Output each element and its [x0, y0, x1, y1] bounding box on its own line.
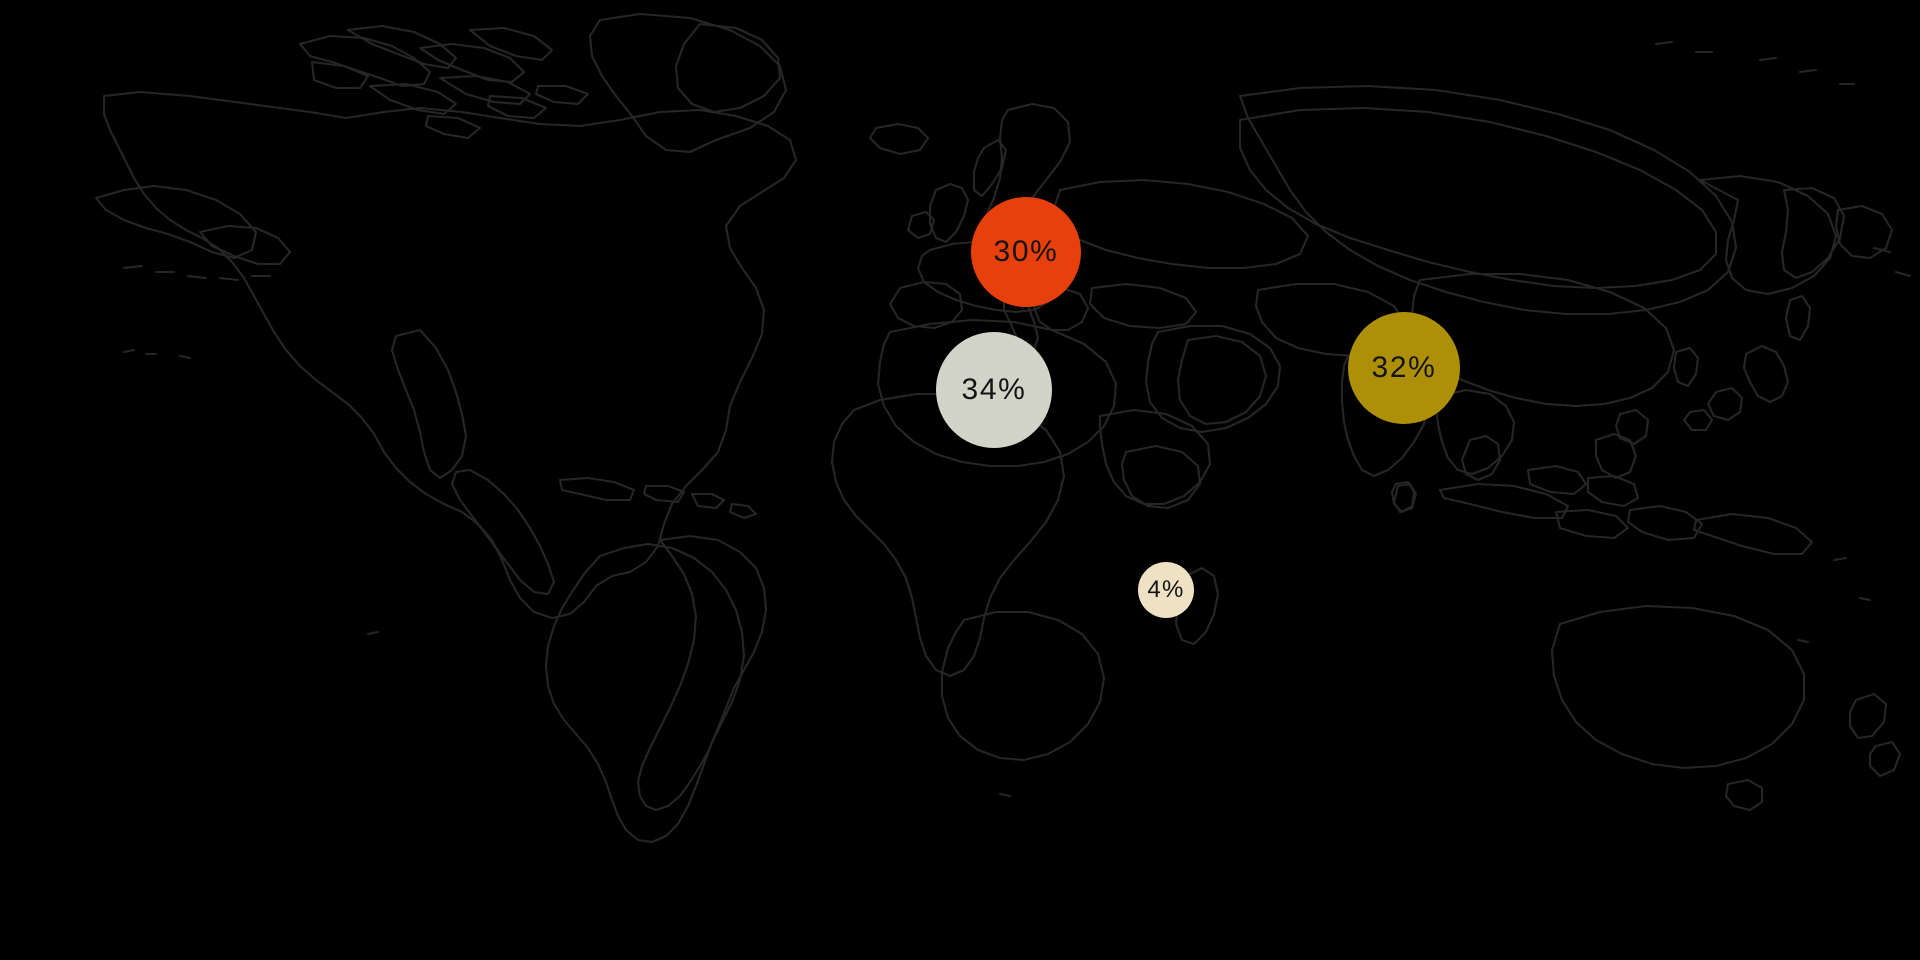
data-bubble-30[interactable]: 30% [971, 197, 1081, 307]
bubble-label: 32% [1371, 351, 1437, 384]
bubble-label: 4% [1147, 576, 1185, 603]
data-bubble-4[interactable]: 4% [1138, 562, 1194, 618]
data-bubble-32[interactable]: 32% [1348, 312, 1460, 424]
data-bubble-34[interactable]: 34% [936, 332, 1052, 448]
continent-outlines [94, 12, 1912, 844]
bubble-label: 30% [993, 235, 1059, 268]
bubble-label: 34% [961, 373, 1027, 406]
